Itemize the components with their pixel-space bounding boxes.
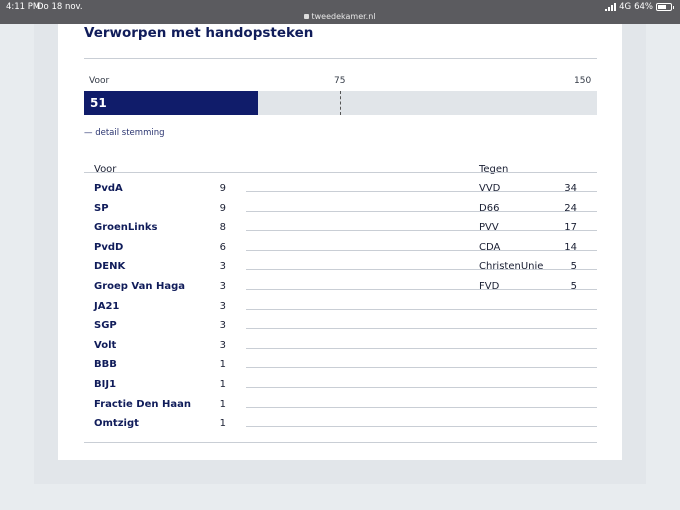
vote-bar-value: 51: [90, 96, 107, 110]
voor-party-count: 3: [219, 300, 226, 312]
voor-row-divider: [246, 289, 597, 290]
voor-party-count: 3: [219, 339, 226, 351]
voor-header: Voor: [94, 164, 117, 175]
majority-marker: [340, 91, 341, 115]
tegen-header: Tegen: [479, 164, 509, 175]
voor-row-divider: [246, 387, 597, 388]
voor-party-name: Omtzigt: [94, 418, 139, 430]
battery-percent: 64%: [634, 2, 653, 12]
tegen-party-count: 5: [570, 281, 577, 292]
voor-row-divider: [246, 269, 597, 271]
voor-row-divider: [246, 367, 597, 369]
tegen-party-count: 17: [564, 222, 577, 234]
voor-party-count: 8: [219, 222, 226, 234]
lock-icon: [304, 14, 310, 19]
address-bar[interactable]: tweedekamer.nl: [0, 12, 680, 21]
voor-row-divider: [246, 426, 597, 428]
bar-label-voor: Voor: [89, 76, 110, 86]
voor-row-divider: [246, 249, 597, 251]
network-type: 4G: [619, 2, 632, 12]
battery-icon: [656, 3, 674, 11]
tegen-party-name: D66: [479, 202, 500, 214]
tegen-party-count: 5: [570, 261, 577, 273]
voor-row-divider: [246, 210, 597, 212]
voor-row-divider: [246, 406, 597, 408]
vote-title: Verworpen met handopsteken: [84, 25, 314, 41]
voor-party-count: 3: [219, 281, 226, 292]
vote-card: [58, 24, 622, 460]
header-divider: [84, 172, 597, 173]
tegen-party-count: 24: [564, 202, 577, 214]
voor-party-name: SP: [94, 202, 109, 214]
voor-party-name: Volt: [94, 339, 117, 351]
voor-party-count: 3: [219, 261, 226, 273]
voor-party-count: 9: [219, 202, 226, 214]
voor-party-name: Fractie Den Haan: [94, 398, 191, 410]
voor-party-count: 6: [219, 241, 226, 253]
voor-party-name: SGP: [94, 320, 117, 332]
tegen-party-name: FVD: [479, 281, 500, 292]
tegen-party-name: ChristenUnie: [479, 261, 544, 273]
voor-row-divider: [246, 191, 597, 192]
status-bar: 4:11 PM Do 18 nov. tweedekamer.nl 4G 64%: [0, 0, 680, 24]
voor-party-name: JA21: [94, 300, 120, 312]
list-bottom-divider: [84, 441, 597, 443]
voor-row-divider: [246, 347, 597, 349]
address-url: tweedekamer.nl: [311, 12, 376, 21]
voor-party-name: PvdA: [94, 183, 123, 194]
bar-label-mid: 75: [334, 76, 346, 86]
voor-row-divider: [246, 328, 597, 330]
status-date: Do 18 nov.: [37, 2, 83, 12]
voor-party-name: PvdD: [94, 241, 124, 253]
voor-row-divider: [246, 308, 597, 310]
voor-party-name: DENK: [94, 261, 126, 273]
voor-party-count: 1: [219, 359, 226, 371]
bar-label-max: 150: [574, 76, 592, 86]
voor-party-name: BIJ1: [94, 379, 117, 390]
voor-party-name: GroenLinks: [94, 222, 158, 234]
voor-party-count: 9: [219, 183, 226, 194]
tegen-party-name: PVV: [479, 222, 499, 234]
status-time: 4:11 PM: [6, 2, 41, 12]
signal-icon: [605, 3, 617, 11]
status-right: 4G 64%: [605, 2, 674, 12]
tegen-party-count: 34: [564, 183, 577, 194]
voor-party-count: 1: [219, 379, 226, 390]
tegen-party-name: CDA: [479, 241, 501, 253]
tegen-party-name: VVD: [479, 183, 501, 194]
voor-party-name: BBB: [94, 359, 117, 371]
voor-party-name: Groep Van Haga: [94, 281, 185, 292]
voor-row-divider: [246, 230, 597, 232]
title-divider: [84, 58, 597, 59]
battery-fill: [658, 5, 666, 9]
vote-bar-fill: [84, 91, 259, 115]
voor-party-count: 3: [219, 320, 226, 332]
voor-party-count: 1: [219, 398, 226, 410]
detail-stemming-link[interactable]: — detail stemming: [84, 128, 165, 138]
tegen-party-count: 14: [564, 241, 577, 253]
voor-party-count: 1: [219, 418, 226, 430]
